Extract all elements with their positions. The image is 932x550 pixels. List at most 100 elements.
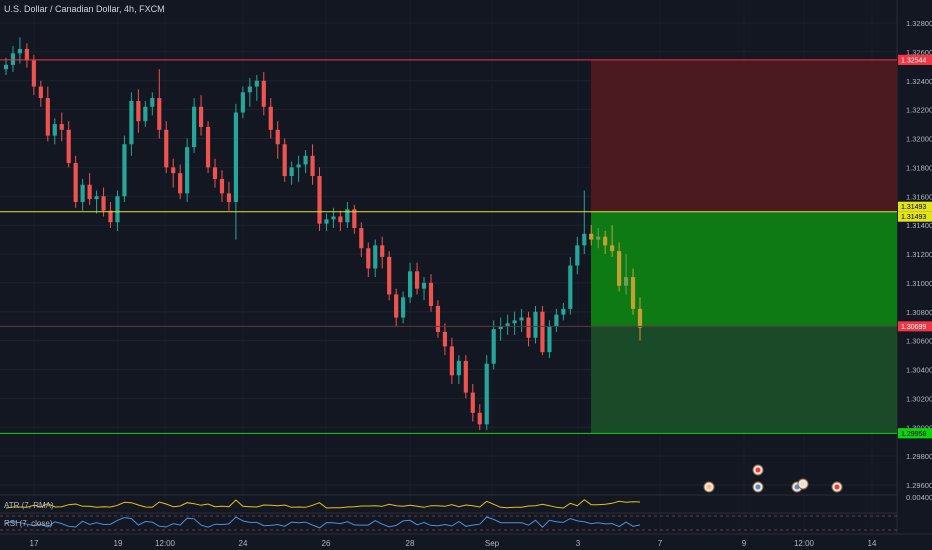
candle-body [164,129,169,168]
candle [164,121,169,174]
candle [317,167,322,231]
candle [275,121,280,159]
candle-body [470,392,475,413]
candle-body [331,216,336,220]
chart-title: U.S. Dollar / Canadian Dollar, 4h, FXCM [4,4,165,14]
time-tick-label: 14 [868,539,877,548]
candle [122,135,127,203]
candle [456,355,461,384]
price-tick-label: 1.29800 [906,452,932,461]
candle [407,262,413,304]
price-tick-label: 1.30000 [906,423,932,432]
candle [373,239,378,278]
candle-body [115,196,120,223]
price-marker [898,201,932,212]
candle-body [212,167,218,179]
candle [610,225,615,257]
candle [380,236,385,269]
candle-body [45,98,50,136]
candle-body [303,155,308,165]
price-tick-label: 1.32400 [906,77,932,86]
candle [568,256,573,315]
candle [80,178,85,211]
candle-body [108,210,113,223]
event-icon-dot [834,484,840,490]
candle [192,98,197,153]
candle-body [637,308,643,328]
candle [533,305,538,344]
candle-body [414,271,420,289]
candle [498,317,503,341]
rsi-label: RSI (7, close) [4,519,53,528]
candle-body [561,308,566,315]
candle-body [394,294,399,318]
candle-body [275,129,280,145]
candle [428,274,434,312]
candle-body [345,209,350,223]
candle [59,112,64,142]
candle-body [205,126,211,168]
profit-zone-remaining [591,326,897,434]
time-tick-label: 19 [114,539,123,548]
price-tick-label: 1.31400 [906,221,932,230]
candle-body [289,167,294,177]
candle-body [442,331,448,347]
candle-body [435,305,441,332]
candle [352,204,357,234]
candle [289,161,294,185]
candle [603,230,608,254]
candle [491,320,496,370]
price-tick-label: 1.32200 [906,106,932,115]
candle-body [512,320,517,324]
candle [477,404,482,431]
candle-body [261,80,266,107]
candle-body [73,163,78,203]
price-tick-label: 1.31600 [906,192,932,201]
candle [226,181,232,211]
candle-body [150,98,155,107]
price-tick-label: 1.30400 [906,366,932,375]
event-markers [703,464,843,493]
candle-body [373,245,378,269]
price-axis: 1.32800 1.32600 1.32400 1.32200 1.32000 1.318… [898,19,932,502]
profit-zone-filled [591,211,897,327]
candle-body [87,184,92,200]
candle [240,86,245,119]
candle-body [94,196,99,200]
price-tick-label: 1.31000 [906,279,932,288]
candle-body [317,176,322,224]
candle-body [428,282,434,306]
time-tick-label: 24 [239,539,248,548]
event-icon-dot [755,467,761,473]
candle-body [554,314,559,327]
candle-body [171,167,176,174]
candle [359,222,364,257]
candle-body [296,164,301,168]
event-icon-dot [755,484,761,490]
price-marker-label: 1.30699 [901,324,926,331]
time-tick-label: 12:00 [155,539,176,548]
candle [212,158,218,188]
candle [296,155,301,182]
candle-body [254,80,259,87]
candle-body [136,100,141,122]
candle-body [247,86,252,93]
candle-body [463,360,468,393]
candle [345,202,350,229]
candle-body [456,360,461,376]
candle [66,121,71,168]
stop-loss-zone [591,59,897,212]
candle [540,305,545,356]
candle-body [610,245,615,252]
candle [38,80,43,107]
candle [449,337,454,384]
candle-body [484,363,489,425]
candle-body [352,209,357,229]
candle [115,190,120,231]
price-marker-label: 1.31493 [901,214,926,221]
candle [623,254,629,295]
candle [24,43,29,68]
candle [261,72,266,116]
candle [519,308,524,332]
